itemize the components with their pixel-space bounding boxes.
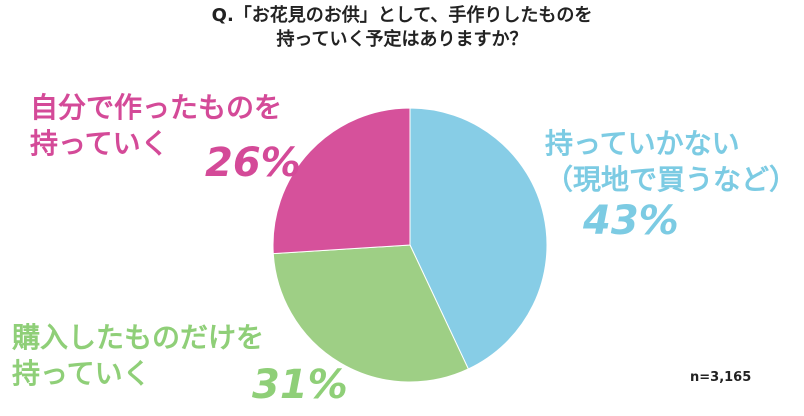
value-label: 43%: [583, 198, 679, 244]
value-label: 26%: [205, 140, 301, 186]
slice-label: 持っていかない （現地で買うなど）: [545, 127, 798, 196]
pie-slice: [272, 107, 411, 255]
pie-slice: [409, 107, 548, 370]
chart-title: Q.「お花見のお供」として、手作りしたものを 持っていく予定はありますか？: [211, 5, 593, 50]
value-label: 31%: [252, 362, 348, 408]
slice-label: 購入したものだけを 持っていく: [12, 321, 265, 390]
slice-label: 自分で作ったものを 持っていく: [30, 91, 283, 160]
pie-slice: [272, 244, 469, 383]
sample-size: n=3,165: [690, 370, 752, 385]
